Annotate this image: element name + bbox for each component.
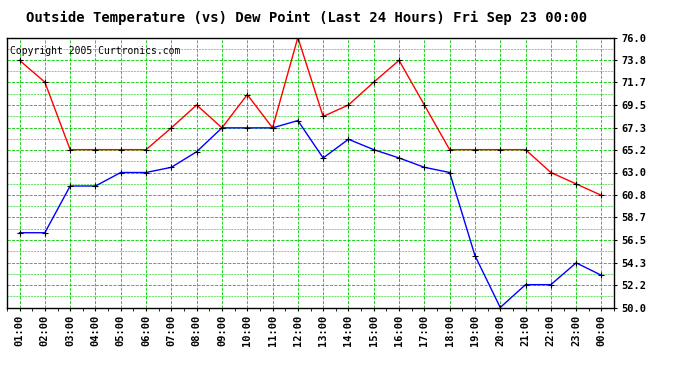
- Text: Copyright 2005 Curtronics.com: Copyright 2005 Curtronics.com: [10, 46, 180, 56]
- Text: Outside Temperature (vs) Dew Point (Last 24 Hours) Fri Sep 23 00:00: Outside Temperature (vs) Dew Point (Last…: [26, 11, 588, 26]
